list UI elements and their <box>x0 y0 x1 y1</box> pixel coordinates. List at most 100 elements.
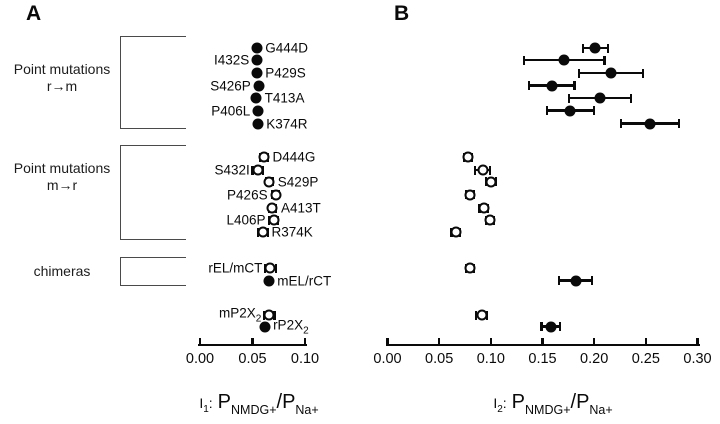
axis-tick-label: 0.15 <box>528 351 557 367</box>
data-point-L406P <box>268 214 279 226</box>
point-label-I432S: I432S <box>213 52 250 68</box>
axis-tick-label: 0.05 <box>425 351 454 367</box>
error-bar-cap <box>545 106 548 115</box>
group-label-line: m→r <box>46 176 78 193</box>
data-point-T413A <box>250 92 262 104</box>
point-label-L406P: L406P <box>226 212 266 228</box>
data-point-P426S <box>270 189 282 200</box>
x-axis-label-panel-b: I2: PNMDG+/PNa+ <box>493 391 612 417</box>
data-point-A413T <box>478 202 490 214</box>
x-axis-line-panel-a <box>198 343 307 347</box>
x-axis-label-panel-a: I1: PNMDG+/PNa+ <box>199 391 319 417</box>
error-bar-cap <box>591 276 594 285</box>
point-label-mP2X2: mP2X2 <box>218 305 262 325</box>
data-point-L406P <box>484 214 496 226</box>
point-label-P426S: P426S <box>227 187 268 202</box>
error-bar-cap <box>641 68 644 78</box>
axis-tick <box>644 337 647 344</box>
group-label-line: r→m <box>46 77 78 94</box>
point-label-P406L: P406L <box>211 103 251 118</box>
axis-tick <box>438 337 441 344</box>
group-label-point-mutations-m-to-r: Point mutations m→r <box>0 160 124 193</box>
axis-label-slash: / <box>570 391 577 413</box>
point-label-S429P: S429P <box>277 174 319 189</box>
axis-tick-label: 0.30 <box>683 351 712 367</box>
point-label-rP2X2: rP2X2 <box>273 317 309 336</box>
group-label-line: Point mutations <box>13 160 111 176</box>
axis-label-p2: P <box>282 391 296 413</box>
point-label-K374R: K374R <box>266 116 308 131</box>
axis-tick-label: 0.05 <box>238 351 267 367</box>
point-label-T413A: T413A <box>264 90 305 106</box>
data-point-K374R <box>252 118 264 129</box>
axis-label-i: I <box>493 395 498 411</box>
axis-label-i: I <box>199 395 204 411</box>
data-point-rEL-mCT <box>464 262 476 274</box>
error-bar-cap <box>593 106 596 115</box>
group-label-chimeras: chimeras <box>0 263 124 280</box>
point-label-D444G: D444G <box>272 149 316 165</box>
error-bar-cap <box>527 81 531 90</box>
data-point-K374R <box>644 118 656 129</box>
panel-b-title: B <box>394 2 410 25</box>
group-label-point-mutations-r-to-m: Point mutations r→m <box>0 61 124 94</box>
data-point-P406L <box>564 105 576 116</box>
point-label-P429S: P429S <box>265 65 306 81</box>
data-point-T413A <box>594 92 606 104</box>
error-bar-cap <box>630 93 633 103</box>
error-bar-cap <box>573 81 576 90</box>
axis-label-p1-sub: NMDG+ <box>525 403 571 417</box>
axis-tick <box>386 337 389 344</box>
data-point-R374K <box>450 226 462 238</box>
error-bar-cap <box>540 322 543 331</box>
data-point-S432I <box>252 164 264 176</box>
error-bar-cap <box>558 322 562 331</box>
axis-tick-label: 0.00 <box>185 351 215 367</box>
axis-tick <box>696 337 699 344</box>
data-point-rP2X2 <box>545 321 557 332</box>
point-label-subscript: 2 <box>303 324 309 336</box>
point-label-R374K: R374K <box>271 224 313 240</box>
error-bar-cap <box>522 55 525 65</box>
axis-label-colon: : <box>208 395 213 411</box>
axis-tick <box>251 337 254 344</box>
data-point-S432I <box>477 164 489 176</box>
error-bar-cap <box>577 68 580 78</box>
data-point-D444G <box>258 151 270 163</box>
axis-label-p2-sub: Na+ <box>295 403 319 417</box>
data-point-I432S <box>558 54 570 66</box>
data-point-P429S <box>605 67 617 79</box>
point-label-rEL-mCT: rEL/mCT <box>208 260 263 276</box>
error-bar-cap <box>677 119 680 128</box>
axis-label-p1-sub: NMDG+ <box>231 403 277 417</box>
error-bar-cap <box>619 119 623 128</box>
axis-label-colon: : <box>502 395 507 411</box>
data-point-S426P <box>546 80 558 91</box>
axis-tick <box>489 337 492 344</box>
point-label-S426P: S426P <box>210 78 251 93</box>
axis-tick <box>198 337 202 344</box>
axis-tick <box>593 337 596 344</box>
axis-label-p2: P <box>576 391 590 413</box>
group-label-line: Point mutations <box>13 61 111 77</box>
point-label-G444D: G444D <box>265 40 308 56</box>
axis-label-p1: P <box>511 391 525 413</box>
error-bar-cap <box>474 165 477 175</box>
data-point-D444G <box>462 151 474 163</box>
group-label-line: chimeras <box>33 263 91 279</box>
data-point-G444D <box>589 42 601 54</box>
data-point-P426S <box>464 189 476 200</box>
error-bar-cap <box>557 276 561 285</box>
axis-tick-label: 0.25 <box>631 351 660 367</box>
point-label-subscript: 2 <box>255 313 262 325</box>
data-point-rEL-mCT <box>264 262 276 274</box>
data-point-mP2X2 <box>263 309 275 321</box>
error-bar-cap <box>581 43 584 53</box>
error-bar-cap <box>488 165 491 175</box>
axis-label-p1: P <box>217 391 231 413</box>
data-point-mEL-rCT <box>263 275 275 286</box>
data-point-mP2X2 <box>476 309 488 321</box>
axis-tick-label: 0.00 <box>373 351 402 367</box>
axis-tick <box>303 337 307 344</box>
